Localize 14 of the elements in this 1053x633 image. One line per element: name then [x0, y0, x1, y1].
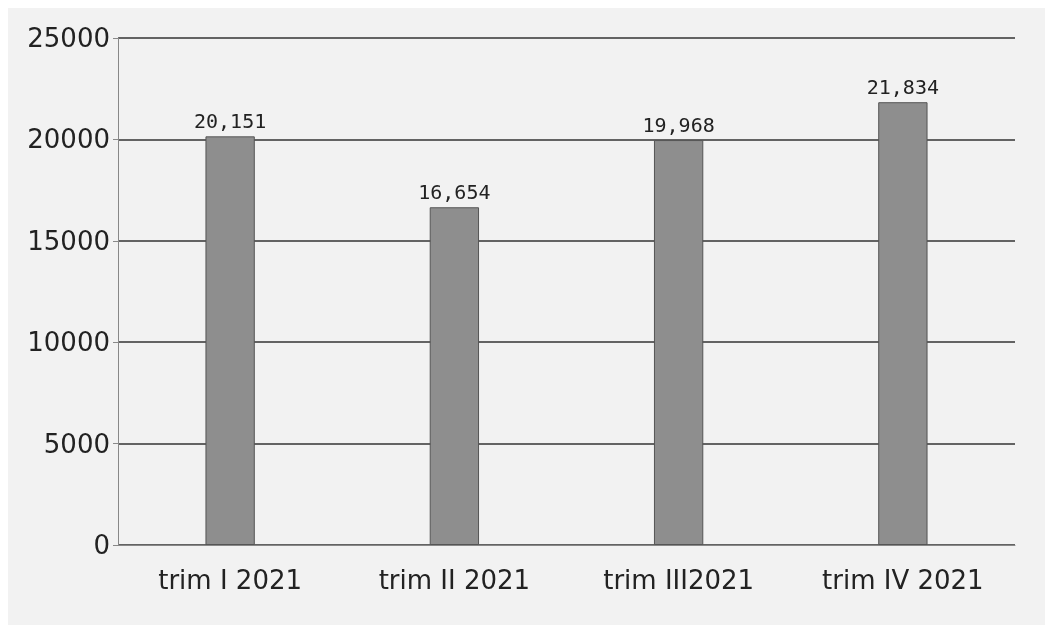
data-label: 20,151	[194, 109, 267, 134]
x-tick-label: trim III2021	[603, 565, 755, 595]
y-tick-label: 25000	[27, 23, 110, 53]
y-tick-label: 5000	[43, 428, 110, 459]
y-tick-label: 10000	[27, 327, 110, 358]
y-tick-label: 15000	[27, 225, 110, 256]
x-tick-label: trim II 2021	[378, 565, 531, 595]
y-tick-label: 0	[93, 530, 110, 560]
data-label: 19,968	[642, 113, 715, 138]
data-label: 21,834	[866, 75, 939, 100]
y-tick-label: 20000	[27, 124, 110, 155]
x-tick-label: trim IV 2021	[822, 565, 984, 595]
x-tick-label: trim I 2021	[158, 565, 303, 595]
data-label: 16,654	[418, 180, 491, 205]
